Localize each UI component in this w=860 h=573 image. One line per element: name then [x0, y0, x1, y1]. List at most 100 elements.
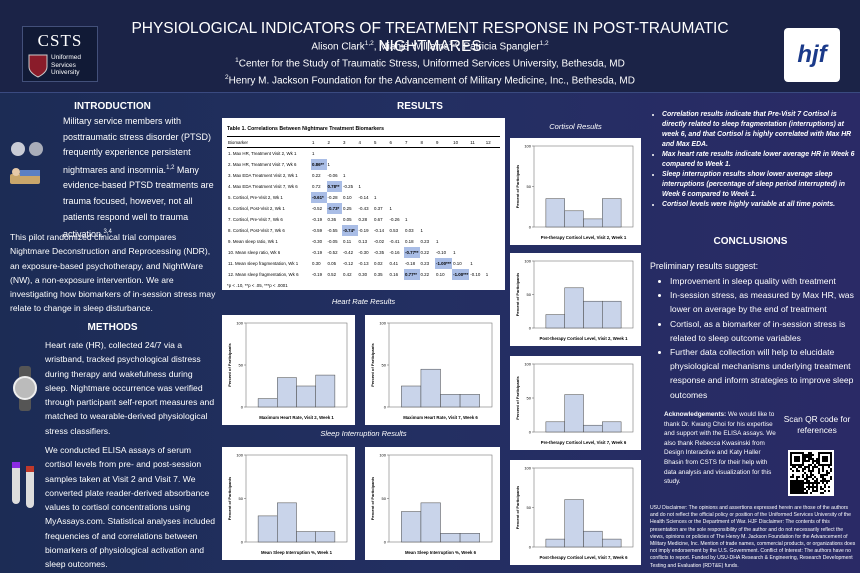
empty-cell: [389, 159, 405, 170]
table-cell: -0.14: [358, 194, 369, 200]
qr-module: [826, 482, 828, 484]
row-label: 12. Mean sleep fragmentation, Wk 6: [228, 271, 299, 277]
qr-module: [796, 464, 798, 466]
qr-module: [808, 486, 810, 488]
empty-cell: [404, 203, 420, 214]
qr-module: [800, 488, 802, 490]
qr-module: [822, 476, 824, 478]
qr-module: [798, 488, 800, 490]
table-cell: 0.78**: [326, 180, 342, 192]
finding: Max heart rate results indicate lower av…: [662, 150, 856, 170]
table-cell: 0.10: [453, 260, 462, 266]
histogram-bar: [602, 300, 622, 329]
qr-module: [814, 460, 816, 462]
histogram: 0 50 100 Maximum Heart Rate, Visit 7, Week …: [365, 315, 500, 425]
qr-module: [826, 458, 828, 460]
table-cell: 0.35: [374, 271, 383, 277]
qr-module: [794, 460, 796, 462]
section-heading: METHODS: [87, 322, 138, 333]
qr-module: [796, 484, 798, 486]
histogram-bar: [583, 424, 603, 433]
qr-module: [798, 452, 800, 454]
histogram-bar: [583, 218, 603, 228]
histogram-bar: [602, 198, 622, 228]
qr-module: [796, 476, 798, 478]
author-name: Alison Clark: [311, 41, 365, 53]
qr-module: [806, 490, 808, 492]
qr-module: [816, 490, 818, 492]
qr-module: [824, 458, 826, 460]
column-header: 2: [326, 136, 342, 148]
qr-module: [826, 456, 828, 458]
qr-module: [822, 456, 824, 458]
empty-cell: [342, 159, 358, 170]
empty-cell: [327, 148, 343, 159]
table-cell: -0.55: [327, 227, 338, 233]
qr-module: [790, 492, 792, 494]
qr-module: [822, 470, 824, 472]
qr-module: [798, 486, 800, 488]
qr-module: [820, 488, 822, 490]
qr-module: [790, 460, 792, 462]
qr-module: [794, 488, 796, 490]
row-label: 11. Mean sleep fragmentation, Wk 1: [228, 260, 299, 266]
column-header: 3: [342, 136, 358, 148]
qr-module: [794, 466, 796, 468]
qr-module: [810, 472, 812, 474]
empty-cell: [435, 170, 452, 181]
qr-module: [816, 488, 818, 490]
table-cell: -0.18: [405, 260, 416, 266]
y-tick-label: 50: [239, 363, 244, 368]
histogram-bar: [257, 398, 278, 408]
table-cell: -0.19: [312, 271, 323, 277]
table-cell: 0.36: [327, 216, 337, 222]
qr-module: [792, 476, 794, 478]
table-cell: 0.37: [374, 205, 383, 211]
table-title: Table 1. Correlations Between Nightmare …: [227, 126, 385, 132]
table-cell: 0.41: [389, 260, 399, 266]
empty-cell: [373, 148, 389, 159]
x-axis-label: Pre-therapy Cortisol Level, Visit 7, Wee…: [541, 440, 627, 445]
logo-shield: [28, 54, 48, 78]
qr-module: [800, 480, 802, 482]
table-cell: 1: [453, 249, 456, 255]
qr-module: [802, 486, 804, 488]
qr-module: [816, 478, 818, 480]
empty-cell: [452, 214, 469, 225]
qr-module: [812, 462, 814, 464]
qr-module: [806, 456, 808, 458]
qr-module: [828, 486, 830, 488]
empty-cell: [435, 225, 452, 236]
empty-cell: [373, 181, 389, 192]
qr-module: [802, 458, 804, 460]
header-band: CSTS Uniformed Services University hjf P…: [0, 0, 860, 93]
qr-module: [796, 488, 798, 490]
qr-module: [830, 458, 832, 460]
table-cell: 1: [312, 150, 315, 156]
table-row: 12. Mean sleep fragmentation, Wk 6 -0.19 0…: [227, 268, 500, 280]
row-label: 2. Max HR, Treatment Visit 7, Wk 6: [228, 161, 297, 167]
qr-module: [824, 480, 826, 482]
qr-module: [820, 474, 822, 476]
table-cell: -0.61*: [311, 191, 327, 203]
x-axis-label: Mean Sleep Interruption %, Week 6: [405, 550, 477, 555]
qr-module: [806, 466, 808, 468]
qr-module: [798, 490, 800, 492]
qr-module: [802, 482, 804, 484]
conclusion: In-session stress, as measured by Max HR…: [670, 288, 856, 316]
qr-module: [792, 488, 794, 490]
qr-module: [804, 488, 806, 490]
qr-module: [808, 466, 810, 468]
empty-cell: [420, 192, 436, 203]
qr-module: [824, 456, 826, 458]
subheading: Sleep Interruption Results: [320, 429, 407, 438]
qr-module: [794, 484, 796, 486]
finding: Cortisol levels were highly variable at …: [662, 200, 856, 210]
qr-module: [792, 470, 794, 472]
qr-module: [812, 488, 814, 490]
qr-module: [812, 482, 814, 484]
row-label: 7. Cortisol, Pre-Visit 7, Wk 6: [228, 216, 283, 222]
row-label: 1. Max HR, Treatment Visit 2, Wk 1: [228, 150, 297, 156]
qr-module: [804, 460, 806, 462]
finding: Correlation results indicate that Pre-Vi…: [662, 110, 856, 150]
